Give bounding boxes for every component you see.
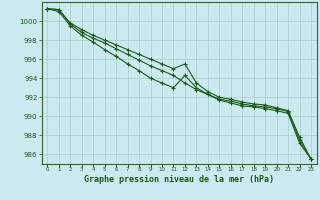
X-axis label: Graphe pression niveau de la mer (hPa): Graphe pression niveau de la mer (hPa) (84, 175, 274, 184)
